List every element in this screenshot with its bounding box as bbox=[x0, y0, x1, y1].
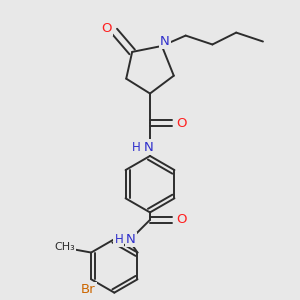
Text: N: N bbox=[126, 233, 136, 246]
Text: O: O bbox=[102, 22, 112, 34]
Text: Br: Br bbox=[81, 283, 95, 296]
Text: CH₃: CH₃ bbox=[54, 242, 75, 252]
Text: N: N bbox=[160, 35, 170, 48]
Text: N: N bbox=[144, 140, 153, 154]
Text: O: O bbox=[176, 117, 187, 130]
Text: H: H bbox=[114, 233, 123, 246]
Text: O: O bbox=[176, 213, 187, 226]
Text: H: H bbox=[132, 140, 141, 154]
